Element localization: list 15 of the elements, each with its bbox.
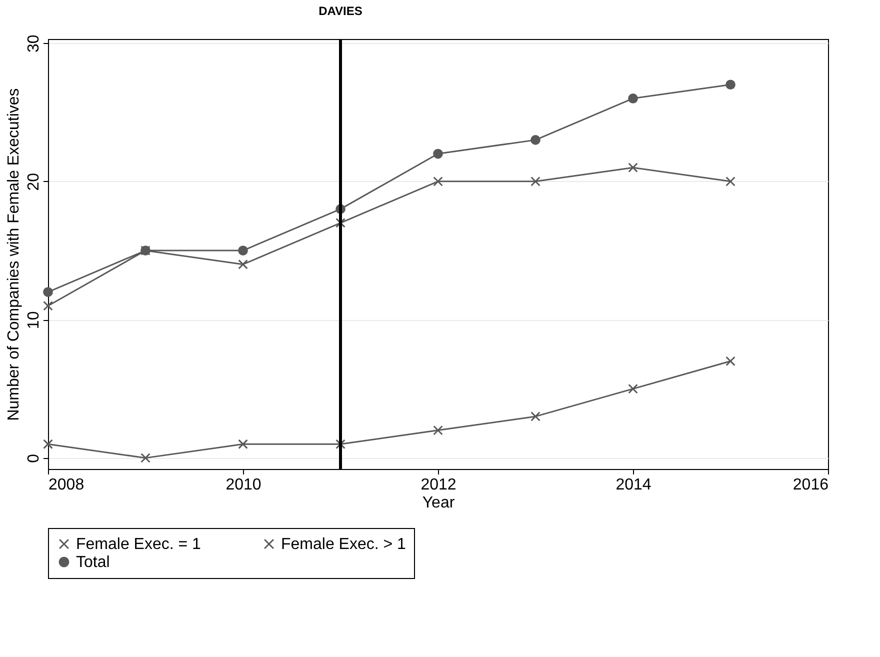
x-tick-label: 2014 xyxy=(616,476,652,494)
x-tick-label: 2010 xyxy=(226,476,262,494)
legend-label: Female Exec. = 1 xyxy=(76,536,202,553)
ref-line-label: DAVIES xyxy=(318,4,362,18)
x-tick-label: 2012 xyxy=(420,476,456,494)
y-tick-label: 0 xyxy=(26,454,42,463)
x-axis-title: Year xyxy=(422,494,456,512)
x-tick-label: 2008 xyxy=(48,476,84,494)
y-tick-label: 30 xyxy=(26,34,42,53)
y-axis-title: Number of Companies with Female Executives xyxy=(6,88,22,421)
x-tick-label: 2016 xyxy=(792,476,829,494)
legend-label: Total xyxy=(76,554,110,571)
y-tick-label: 20 xyxy=(26,172,42,191)
legend-label: Female Exec. > 1 xyxy=(281,536,406,553)
y-tick-label: 10 xyxy=(26,311,42,330)
